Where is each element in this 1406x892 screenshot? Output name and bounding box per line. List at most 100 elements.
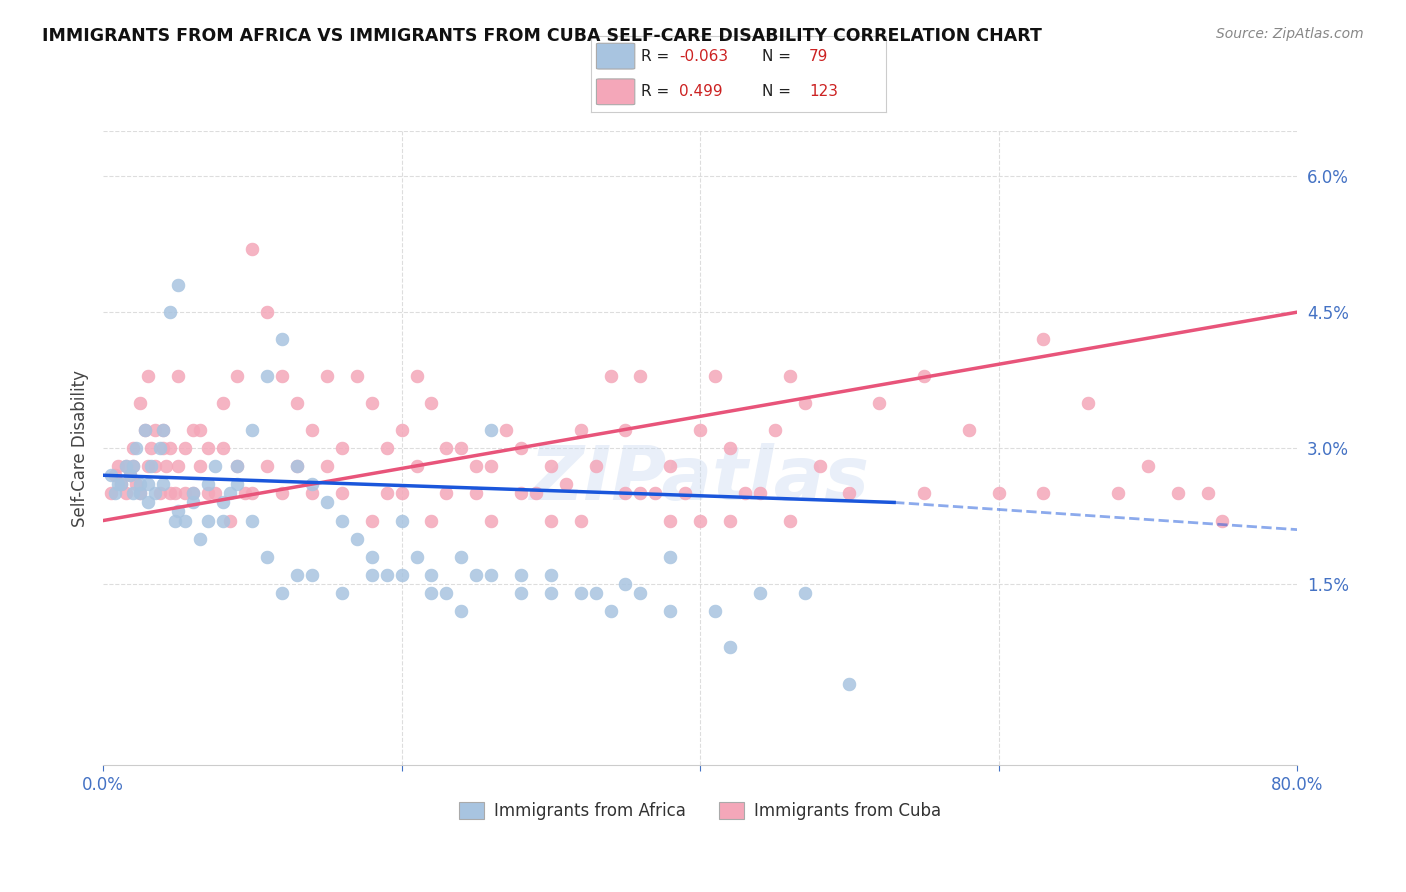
Point bbox=[136, 477, 159, 491]
Point bbox=[330, 486, 353, 500]
Point bbox=[136, 368, 159, 383]
Point bbox=[450, 549, 472, 564]
Point bbox=[256, 549, 278, 564]
Point bbox=[614, 486, 637, 500]
Point bbox=[136, 495, 159, 509]
Point bbox=[912, 368, 935, 383]
Text: 79: 79 bbox=[808, 49, 828, 63]
Point bbox=[599, 604, 621, 618]
Point bbox=[704, 368, 727, 383]
Point bbox=[219, 514, 242, 528]
Point bbox=[197, 441, 219, 455]
Point bbox=[644, 486, 666, 500]
Point bbox=[779, 514, 801, 528]
Point bbox=[465, 459, 488, 474]
Point bbox=[122, 459, 145, 474]
Point bbox=[114, 459, 136, 474]
Point bbox=[114, 459, 136, 474]
Point bbox=[211, 441, 233, 455]
Point bbox=[204, 486, 226, 500]
Point bbox=[524, 486, 547, 500]
Point bbox=[122, 486, 145, 500]
Point bbox=[391, 486, 413, 500]
Point bbox=[181, 486, 204, 500]
Point bbox=[118, 468, 141, 483]
Point bbox=[465, 486, 488, 500]
Point bbox=[569, 423, 592, 437]
Point bbox=[122, 459, 145, 474]
Point bbox=[360, 396, 382, 410]
Point bbox=[174, 441, 197, 455]
FancyBboxPatch shape bbox=[596, 78, 636, 104]
Point bbox=[391, 568, 413, 582]
Point bbox=[1167, 486, 1189, 500]
Legend: Immigrants from Africa, Immigrants from Cuba: Immigrants from Africa, Immigrants from … bbox=[453, 795, 948, 827]
Point bbox=[125, 477, 148, 491]
Point bbox=[585, 459, 607, 474]
Point bbox=[375, 568, 398, 582]
Point bbox=[868, 396, 890, 410]
Point bbox=[585, 586, 607, 600]
Point bbox=[240, 242, 263, 256]
Point bbox=[129, 477, 152, 491]
Point bbox=[226, 368, 249, 383]
Point bbox=[166, 504, 188, 518]
Point bbox=[628, 486, 651, 500]
Point bbox=[100, 486, 122, 500]
Point bbox=[659, 514, 682, 528]
Point bbox=[793, 396, 815, 410]
Y-axis label: Self-Care Disability: Self-Care Disability bbox=[72, 369, 89, 526]
Point bbox=[211, 396, 233, 410]
Point bbox=[1197, 486, 1219, 500]
Point bbox=[628, 586, 651, 600]
Point bbox=[163, 514, 186, 528]
Point bbox=[434, 441, 457, 455]
Point bbox=[181, 423, 204, 437]
Point bbox=[149, 486, 172, 500]
Point bbox=[614, 577, 637, 591]
Point bbox=[479, 423, 502, 437]
Point bbox=[285, 459, 308, 474]
Point bbox=[346, 368, 368, 383]
Point bbox=[139, 459, 162, 474]
Point bbox=[748, 586, 770, 600]
Text: ZIPatlas: ZIPatlas bbox=[530, 443, 870, 516]
Point bbox=[405, 368, 427, 383]
Point bbox=[689, 514, 711, 528]
Point bbox=[1032, 332, 1054, 346]
Point bbox=[188, 459, 211, 474]
Point bbox=[420, 568, 443, 582]
Point bbox=[450, 441, 472, 455]
Point bbox=[256, 459, 278, 474]
Point bbox=[188, 532, 211, 546]
Point bbox=[434, 486, 457, 500]
Point bbox=[479, 514, 502, 528]
Point bbox=[104, 468, 127, 483]
Point bbox=[271, 486, 294, 500]
Point bbox=[271, 368, 294, 383]
Point bbox=[540, 568, 562, 582]
Point bbox=[1211, 514, 1233, 528]
Point bbox=[689, 423, 711, 437]
Point bbox=[1107, 486, 1129, 500]
Point bbox=[104, 486, 127, 500]
Point bbox=[226, 459, 249, 474]
Text: -0.063: -0.063 bbox=[679, 49, 728, 63]
Point bbox=[125, 441, 148, 455]
Point bbox=[129, 396, 152, 410]
Point bbox=[1077, 396, 1099, 410]
Point bbox=[226, 459, 249, 474]
Point bbox=[673, 486, 696, 500]
Point bbox=[391, 514, 413, 528]
Point bbox=[159, 305, 181, 319]
Point bbox=[149, 441, 172, 455]
Point bbox=[285, 459, 308, 474]
Point bbox=[628, 368, 651, 383]
Point bbox=[1032, 486, 1054, 500]
Point bbox=[434, 586, 457, 600]
Point bbox=[330, 441, 353, 455]
Point bbox=[174, 514, 197, 528]
Point bbox=[166, 368, 188, 383]
Point bbox=[912, 486, 935, 500]
Point bbox=[118, 468, 141, 483]
